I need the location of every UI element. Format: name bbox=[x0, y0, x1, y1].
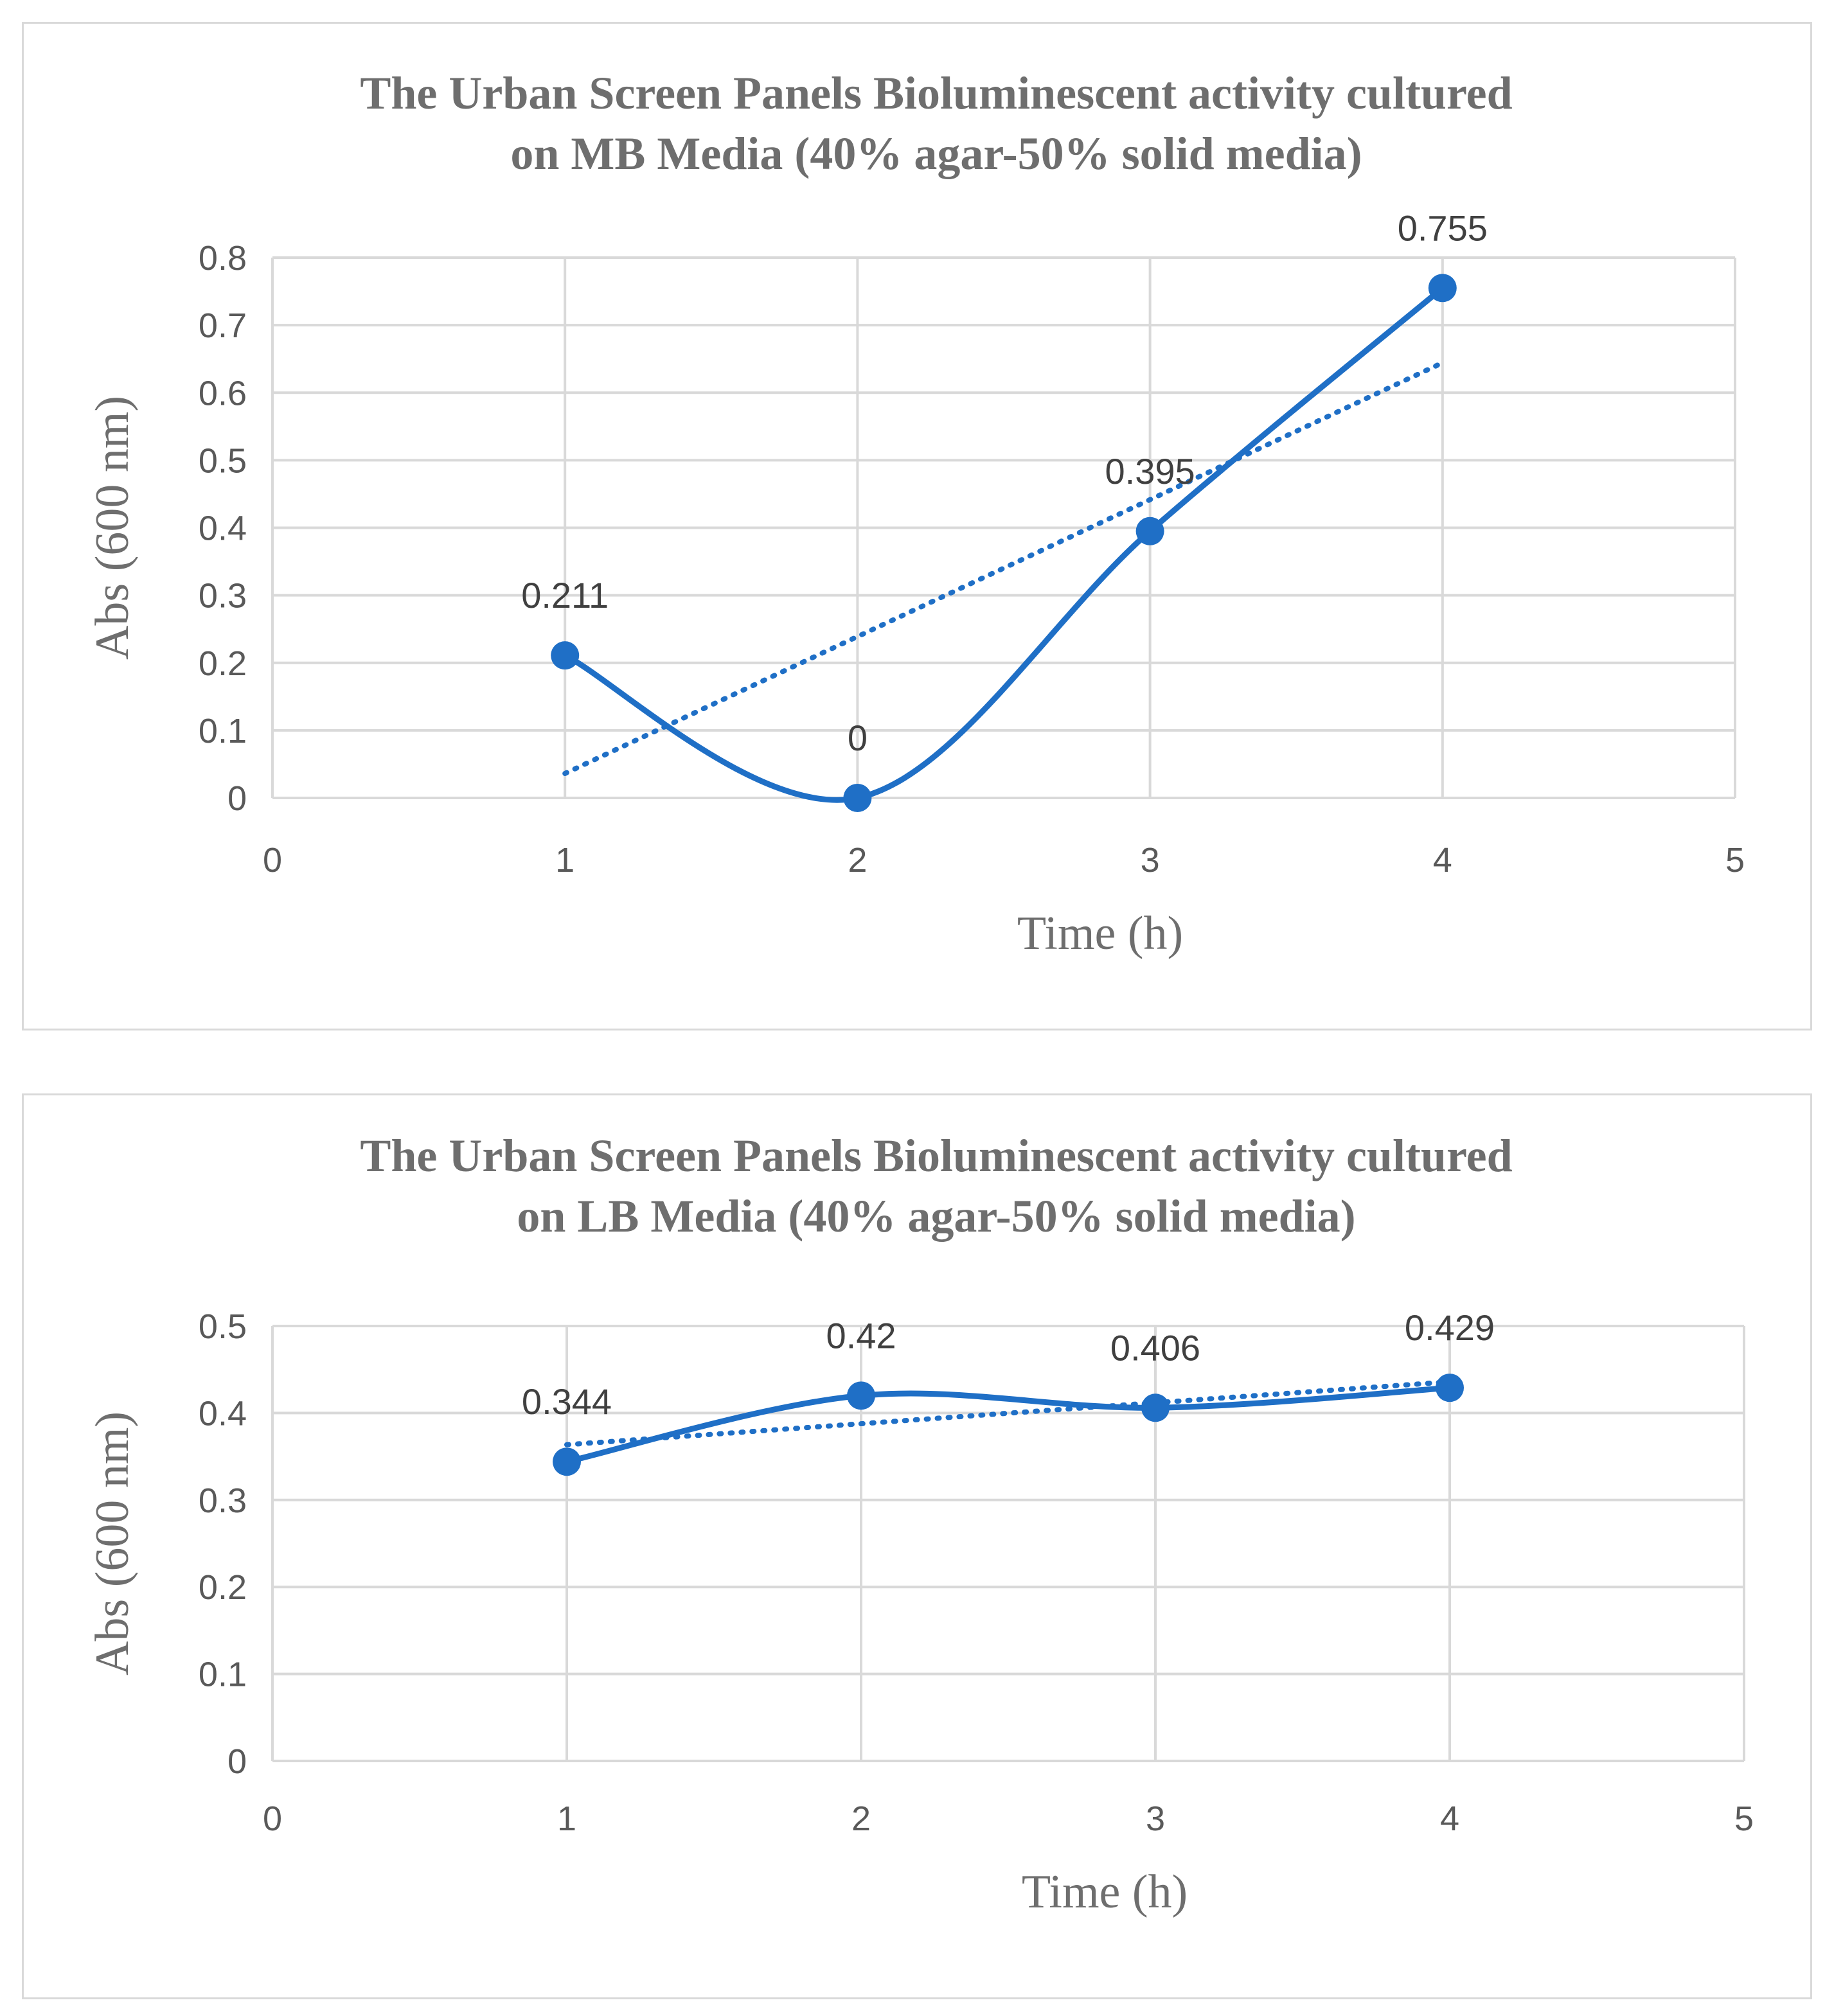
data-label: 0.406 bbox=[1110, 1327, 1200, 1368]
y-tick-label: 0.1 bbox=[199, 712, 247, 750]
chart-mb: The Urban Screen Panels Bioluminescent a… bbox=[86, 67, 1745, 960]
x-tick-label: 4 bbox=[1440, 1799, 1459, 1838]
x-axis-title: Time (h) bbox=[1022, 1866, 1188, 1918]
x-tick-label: 5 bbox=[1734, 1799, 1754, 1838]
y-tick-label: 0.4 bbox=[199, 1394, 247, 1433]
x-axis-title: Time (h) bbox=[1017, 907, 1183, 960]
y-tick-label: 0.3 bbox=[199, 1481, 247, 1520]
data-point bbox=[1428, 274, 1457, 303]
y-axis-title: Abs (600 nm) bbox=[86, 1411, 139, 1676]
series-line bbox=[562, 285, 1446, 803]
x-tick-label: 2 bbox=[851, 1799, 871, 1838]
y-tick-label: 0.2 bbox=[199, 644, 247, 683]
data-label: 0.755 bbox=[1398, 208, 1488, 248]
y-tick-label: 0.4 bbox=[199, 509, 247, 548]
y-tick-label: 0.5 bbox=[199, 1307, 247, 1346]
chart-title-line-2: on LB Media (40% agar-50% solid media) bbox=[517, 1190, 1355, 1242]
y-tick-label: 0 bbox=[227, 779, 247, 818]
x-tick-label: 2 bbox=[848, 841, 867, 880]
data-label: 0 bbox=[848, 718, 868, 758]
data-point bbox=[553, 1447, 581, 1476]
data-label: 0.429 bbox=[1405, 1307, 1495, 1348]
y-tick-label: 0.3 bbox=[199, 577, 247, 615]
y-tick-label: 0 bbox=[227, 1742, 247, 1781]
data-point bbox=[1141, 1393, 1170, 1422]
y-tick-label: 0.8 bbox=[199, 239, 247, 278]
data-point bbox=[1436, 1374, 1464, 1402]
data-point bbox=[1135, 517, 1164, 545]
chart-panel-mb: The Urban Screen Panels Bioluminescent a… bbox=[22, 22, 1812, 1030]
x-tick-label: 4 bbox=[1433, 841, 1452, 880]
x-tick-label: 3 bbox=[1146, 1799, 1165, 1838]
data-label: 0.42 bbox=[826, 1315, 896, 1356]
series-line bbox=[564, 1384, 1453, 1465]
data-label: 0.344 bbox=[522, 1381, 612, 1422]
chart-lb: The Urban Screen Panels Bioluminescent a… bbox=[86, 1130, 1754, 1918]
x-tick-label: 0 bbox=[263, 841, 282, 880]
y-tick-label: 0.6 bbox=[199, 374, 247, 412]
data-label: 0.211 bbox=[521, 575, 609, 615]
y-tick-label: 0.7 bbox=[199, 306, 247, 345]
y-tick-label: 0.1 bbox=[199, 1656, 247, 1694]
x-tick-label: 5 bbox=[1725, 841, 1745, 880]
chart-title-line-1: The Urban Screen Panels Bioluminescent a… bbox=[360, 67, 1512, 119]
data-point bbox=[551, 641, 580, 670]
y-tick-label: 0.2 bbox=[199, 1568, 247, 1607]
chart-title-line-1: The Urban Screen Panels Bioluminescent a… bbox=[360, 1130, 1512, 1181]
data-label: 0.395 bbox=[1105, 451, 1195, 491]
x-tick-label: 0 bbox=[263, 1799, 282, 1838]
x-tick-label: 3 bbox=[1141, 841, 1160, 880]
data-point bbox=[843, 784, 872, 812]
chart-title-line-2: on MB Media (40% agar-50% solid media) bbox=[510, 128, 1362, 179]
chart-panel-lb: The Urban Screen Panels Bioluminescent a… bbox=[22, 1093, 1812, 1999]
y-axis-title: Abs (600 nm) bbox=[86, 396, 139, 660]
y-tick-label: 0.5 bbox=[199, 441, 247, 480]
data-point bbox=[847, 1381, 875, 1410]
trendline bbox=[562, 360, 1445, 776]
x-tick-label: 1 bbox=[557, 1799, 576, 1838]
x-tick-label: 1 bbox=[555, 841, 574, 880]
